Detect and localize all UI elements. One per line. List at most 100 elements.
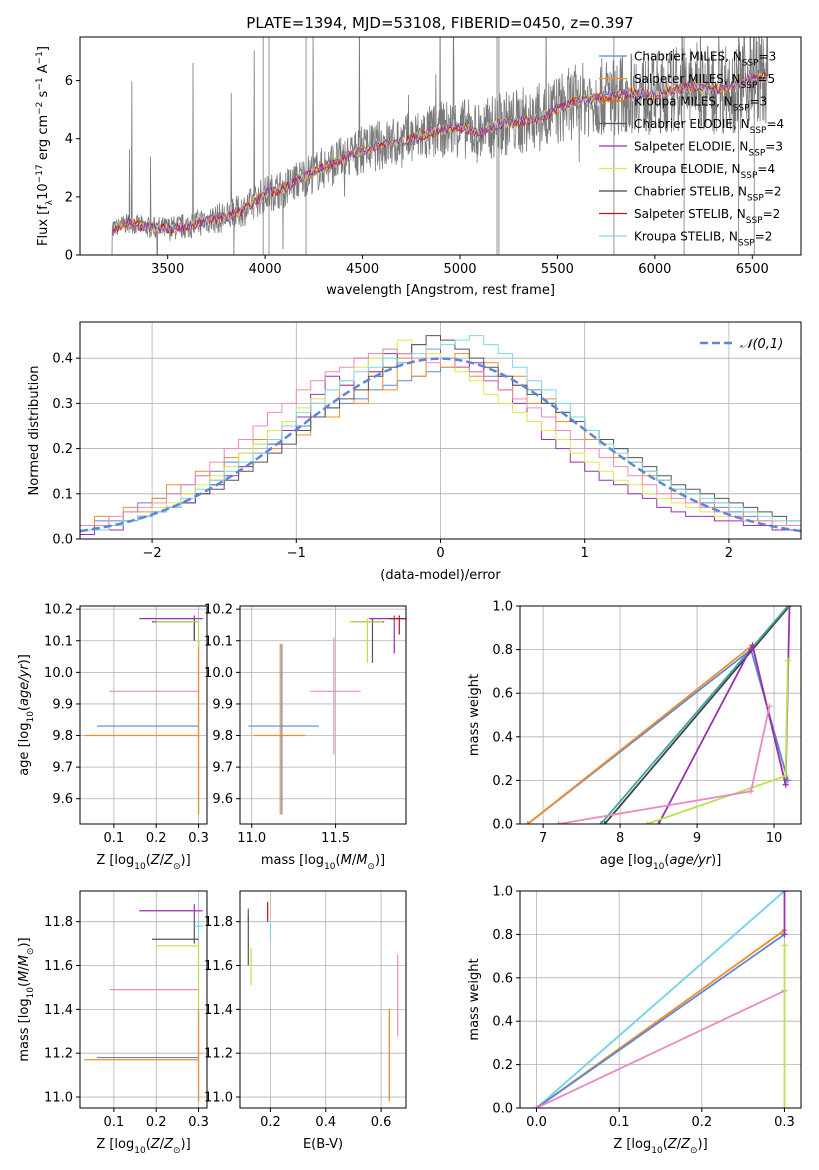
y-tick-label: 11.8 [44, 915, 73, 930]
plot-area-mass-vs-ebv [247, 901, 399, 1102]
label-part: / [352, 853, 357, 868]
label-part: Z [log [96, 1137, 134, 1152]
label-part: erg cm [36, 115, 51, 164]
label-part: A [36, 64, 51, 77]
y-tick-label: 1.0 [492, 885, 513, 900]
label-part: age [log [600, 853, 653, 868]
plot-area-age-vs-mass [248, 615, 406, 815]
y-tick-label: 11.0 [44, 1091, 73, 1106]
label-part: ( [146, 1137, 151, 1152]
label-part: SSP [741, 81, 758, 91]
x-tick-label: 0.2 [146, 831, 167, 846]
y-axis-label: mass [log10(M/M⊙)] [17, 937, 36, 1061]
x-tick-label: 11.5 [321, 831, 350, 846]
label-part: Z [log [96, 853, 134, 868]
label-part: =2 [755, 230, 773, 244]
y-tick-label: 4 [65, 132, 73, 147]
y-tick-label: 0 [65, 249, 73, 264]
legend-entry: Kroupa STELIB, NSSP=2 [634, 230, 772, 249]
legend-entry: Salpeter STELIB, NSSP=2 [634, 207, 780, 226]
y-tick-label: 0.0 [492, 1102, 513, 1117]
label-part: 10 [26, 987, 36, 999]
label-part: Kroupa MILES, N [634, 95, 733, 109]
x-tick-label: 8 [616, 831, 624, 846]
x-axis-label: (data-model)/error [380, 568, 501, 583]
x-tick-label: 6500 [736, 262, 769, 277]
label-part: =2 [763, 207, 781, 221]
y-tick-label: 11.6 [44, 959, 73, 974]
y-tick-label: 11.4 [44, 1003, 73, 1018]
label-part: SSP [750, 126, 767, 136]
label-part: Kroupa ELODIE, N [634, 162, 741, 176]
axes-age-vs-mass: 11.0 11.5 9.6 9.7 9.8 9.9 10.0 10.1 10.2 mass [lo… [204, 603, 407, 872]
label-part: ( [17, 982, 32, 987]
legend-entry: Chabrier STELIB, NSSP=2 [634, 185, 782, 204]
x-tick-label: 0.2 [691, 1115, 712, 1130]
y-tick-label: 9.6 [52, 792, 73, 807]
label-part: M [17, 971, 32, 982]
x-tick-label: 0.1 [104, 831, 125, 846]
label-part: −2 [35, 102, 45, 115]
label-part: =5 [757, 72, 775, 86]
label-part: )] [181, 853, 191, 868]
y-tick-label: 0.1 [52, 487, 73, 502]
x-tick-label: 1 [581, 546, 589, 561]
weight-line [536, 989, 785, 1108]
x-tick-label: 11.0 [237, 831, 266, 846]
label-part: Z [150, 1137, 161, 1152]
label-part: =2 [764, 185, 782, 199]
label-part: M [356, 853, 367, 868]
y-tick-label: 0.0 [492, 818, 513, 833]
weight-line [535, 891, 786, 1108]
y-tick-label: 11.6 [204, 959, 233, 974]
x-axis-label: Z [log10(Z/Z⊙)] [96, 1137, 190, 1156]
y-tick-label: 10.2 [44, 603, 73, 618]
y-tick-label: 2 [65, 190, 73, 205]
x-tick-label: 10 [766, 831, 783, 846]
figure-title: PLATE=1394, MJD=53108, FIBERID=0450, z=0… [246, 14, 633, 32]
x-tick-label: 4500 [346, 262, 379, 277]
weight-line [600, 606, 789, 824]
y-tick-label: 9.8 [212, 729, 233, 744]
axes-residuals: −2 −1 0 1 2 0.0 0.1 0.2 0.3 0.4 𝒩(0,1) (data-model)… [27, 321, 802, 583]
axes-frame [79, 890, 208, 1109]
label-part: Kroupa STELIB, N [634, 230, 738, 244]
label-part: )] [17, 654, 32, 664]
label-part: E(B-V) [303, 1137, 343, 1152]
label-part: 10 [653, 862, 665, 872]
axes-frame [519, 890, 802, 1109]
x-tick-label: 0.3 [774, 1115, 795, 1130]
plot-area-spectrum [109, 37, 769, 255]
histogram-step [80, 339, 801, 531]
label-part: Chabrier STELIB, N [634, 185, 747, 199]
label-part: Salpeter STELIB, N [634, 207, 746, 221]
label-part: )] [17, 937, 32, 947]
normal-curve [80, 357, 801, 533]
legend-entry: Salpeter ELODIE, NSSP=3 [634, 140, 783, 159]
label-part: λ [45, 199, 55, 205]
x-axis-label: age [log10(age/yr)] [600, 853, 722, 872]
label-part: SSP [733, 104, 750, 114]
label-part: ( [663, 1137, 668, 1152]
weight-line [646, 660, 789, 824]
label-part: −1 [35, 51, 45, 64]
label-part: =4 [757, 162, 775, 176]
label-part: ( [146, 853, 151, 868]
y-tick-label: 0.4 [52, 352, 73, 367]
plot-area-age-vs-Z [84, 615, 203, 815]
weight-line [657, 606, 791, 824]
label-part: 10 [324, 862, 336, 872]
label-part: / [160, 1137, 165, 1152]
y-tick-label: 0.8 [492, 928, 513, 943]
x-tick-label: 0.2 [146, 1115, 167, 1130]
y-tick-label: 9.9 [212, 697, 233, 712]
label-part: ⊙ [26, 948, 36, 956]
y-tick-label: 1.0 [492, 600, 513, 615]
label-part: SSP [742, 59, 759, 69]
label-part: 10 [651, 1146, 663, 1156]
label-part: ⊙ [690, 1146, 698, 1156]
y-tick-label: 0.2 [492, 774, 513, 789]
label-part: age [log [17, 723, 32, 776]
axes-mass-vs-Z: 0.1 0.2 0.311.011.211.411.611.8Z [log10(Z/… [17, 890, 209, 1156]
